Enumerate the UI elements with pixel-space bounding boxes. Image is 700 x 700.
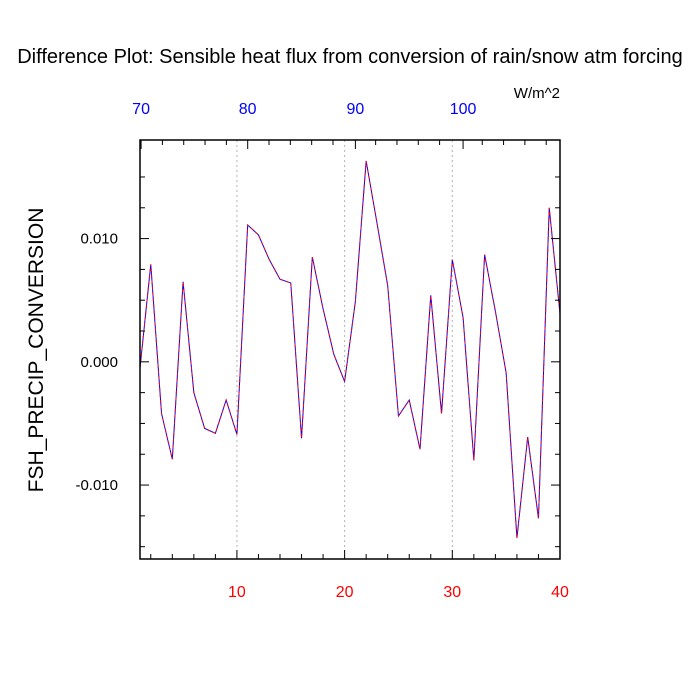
x-tick-label-bottom: 30 <box>443 584 461 601</box>
series-line-blue <box>139 160 561 539</box>
x-tick-label-bottom: 40 <box>551 584 569 601</box>
data-series <box>139 160 561 539</box>
x-tick-label-bottom: 10 <box>228 584 246 601</box>
series-line-red <box>139 160 561 539</box>
y-tick-label: 0.000 <box>80 354 118 371</box>
y-tick-label: -0.010 <box>75 477 118 494</box>
plot-frame <box>139 139 561 560</box>
x-tick-label-top: 80 <box>239 101 257 118</box>
x-tick-label-top: 90 <box>346 101 364 118</box>
axis-tick-labels: 10 20 30 40 70 80 90 100 0.010 0.000 -0.010 <box>75 101 569 601</box>
units-label: W/m^2 <box>514 85 560 102</box>
x-tick-label-bottom: 20 <box>336 584 354 601</box>
y-tick-label: 0.010 <box>80 231 118 248</box>
grid-lines <box>236 140 453 559</box>
y-axis-label: FSH_PRECIP_CONVERSION <box>25 208 48 493</box>
x-tick-label-top: 100 <box>450 101 477 118</box>
chart-title: Difference Plot: Sensible heat flux from… <box>17 46 683 68</box>
axis-ticks <box>140 140 561 559</box>
x-tick-label-top: 70 <box>132 101 150 118</box>
